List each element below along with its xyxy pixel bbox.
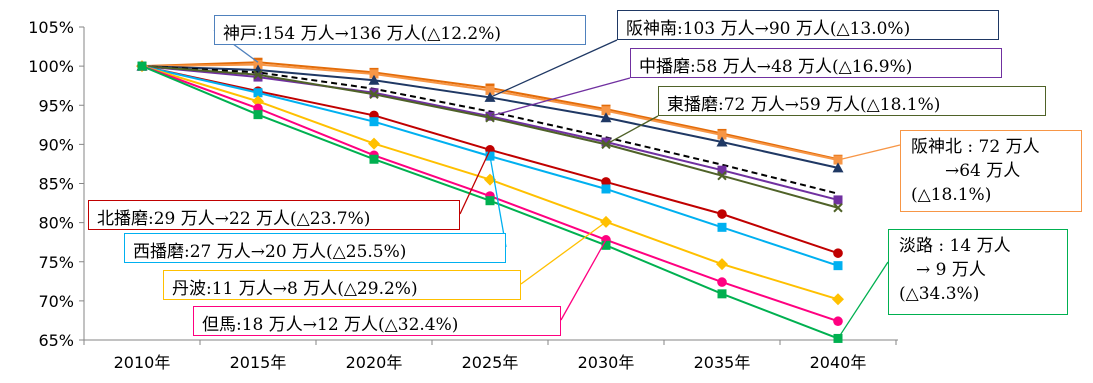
data-point <box>369 117 379 127</box>
leader-hanshin-kita <box>837 144 901 161</box>
callout-nishi-harima: 西播磨:27 万人→20 万人(△25.5%) <box>124 233 506 263</box>
x-tick-label: 2015年 <box>230 353 287 372</box>
callout-hanshin-minami: 阪神南:103 万人→90 万人(△13.0%) <box>617 10 999 40</box>
data-point <box>716 258 728 271</box>
leader-kita-harima <box>459 149 491 215</box>
x-tick-label: 2010年 <box>114 353 171 372</box>
leader-hanshin-minami <box>489 39 618 99</box>
data-point <box>833 261 843 271</box>
data-point <box>717 209 727 219</box>
data-point <box>832 293 844 306</box>
data-point <box>833 203 843 213</box>
data-point <box>717 289 727 299</box>
y-tick-label: 90% <box>38 135 74 154</box>
leader-higashi-harima <box>605 115 659 145</box>
y-tick-label: 105% <box>28 18 74 37</box>
data-point <box>601 137 611 147</box>
leader-awaji <box>837 261 889 339</box>
data-point <box>369 154 379 164</box>
x-tick-label: 2040年 <box>810 353 867 372</box>
leader-tajima <box>560 239 607 321</box>
data-point <box>253 88 263 98</box>
x-tick-label: 2030年 <box>578 353 635 372</box>
callout-higashi-harima: 東播磨:72 万人→59 万人(△18.1%) <box>658 86 1046 116</box>
data-point <box>137 61 147 71</box>
data-point <box>717 130 727 140</box>
data-point <box>253 110 263 120</box>
x-tick-label: 2035年 <box>694 353 751 372</box>
data-point <box>600 112 612 123</box>
callout-naka-harima: 中播磨:58 万人→48 万人(△16.9%) <box>630 48 1002 78</box>
data-point <box>253 72 263 82</box>
data-point <box>485 85 495 95</box>
y-tick-label: 70% <box>38 292 74 311</box>
x-tick-label: 2025年 <box>462 353 519 372</box>
callout-tamba: 丹波:11 万人→8 万人(△29.2%) <box>163 270 521 300</box>
callout-kita-harima: 北播磨:29 万人→22 万人(△23.7%) <box>88 200 460 230</box>
callout-kobe: 神戸:154 万人→136 万人(△12.2%) <box>214 15 586 45</box>
data-point <box>252 95 264 108</box>
data-point <box>253 70 263 80</box>
data-point <box>369 89 379 100</box>
data-point <box>601 184 611 194</box>
leader-tamba <box>520 221 607 285</box>
data-point <box>717 222 727 232</box>
data-point <box>716 136 728 147</box>
leader-nishi-harima <box>489 155 507 248</box>
leader-naka-harima <box>489 77 631 117</box>
x-tick-label: 2020年 <box>346 353 403 372</box>
data-point <box>369 88 379 98</box>
data-point <box>717 277 727 287</box>
callout-leaders <box>213 29 901 339</box>
y-tick-label: 85% <box>38 175 74 194</box>
data-point <box>717 165 727 175</box>
data-point <box>368 137 380 150</box>
y-tick-label: 65% <box>38 331 74 350</box>
series-line <box>141 65 839 195</box>
y-tick-label: 80% <box>38 214 74 233</box>
data-point <box>601 177 611 187</box>
data-point <box>833 248 843 258</box>
data-point <box>485 196 495 206</box>
data-point <box>833 195 843 205</box>
callout-awaji: 淡路 : 14 万人 → 9 万人 (△34.3%) <box>888 229 1068 315</box>
data-point <box>368 74 380 85</box>
data-point <box>601 106 611 116</box>
callout-tajima: 但馬:18 万人→12 万人(△32.4%) <box>193 306 561 336</box>
data-point <box>832 162 844 173</box>
callout-hanshin-kita: 阪神北 : 72 万人 →64 万人 (△18.1%) <box>900 130 1082 212</box>
data-point <box>833 316 843 327</box>
y-tick-label: 100% <box>28 57 74 76</box>
data-point <box>717 170 727 181</box>
series-total <box>141 65 839 195</box>
y-tick-label: 75% <box>38 253 74 272</box>
y-tick-label: 95% <box>38 96 74 115</box>
axes: 105% 100% 95% 90% 85% 80% 75% 70% 65% 2010年 2015年 2… <box>28 18 898 372</box>
data-point <box>369 69 379 79</box>
data-point <box>601 240 611 250</box>
